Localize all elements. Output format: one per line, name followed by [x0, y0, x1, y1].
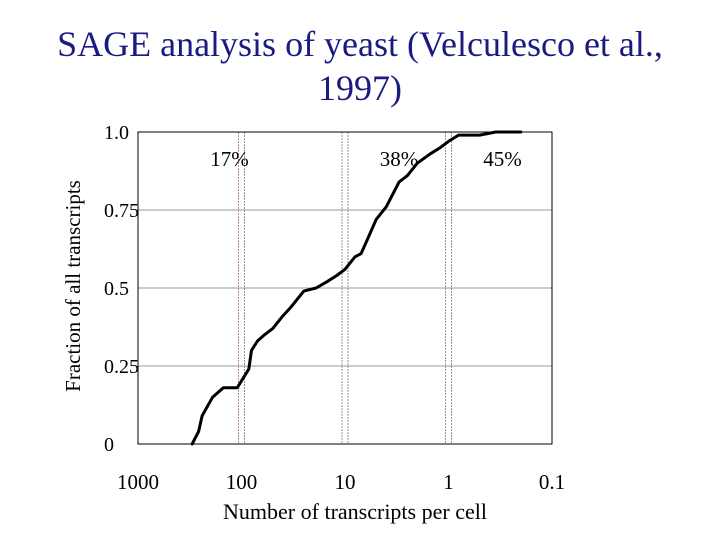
- plot-area-frame: [137, 131, 553, 445]
- x-tick-label: 1: [443, 470, 454, 494]
- series-line-0: [190, 130, 523, 446]
- x-tick-label: 10: [335, 470, 356, 494]
- y-tick-label: 1.0: [104, 122, 129, 144]
- x-axis-label: Number of transcripts per cell: [223, 499, 487, 524]
- y-tick-labels: 0 0.25 0.5 0.75 1.0: [104, 122, 139, 456]
- marker-38-label: 38%: [380, 147, 419, 171]
- marker-45-label: 45%: [483, 147, 522, 171]
- x-tick-label: 0.1: [539, 470, 565, 494]
- y-tick-label: 0.25: [104, 356, 139, 378]
- slide-title-line2: 1997): [318, 68, 402, 108]
- x-tick-labels: 1000 100 10 1 0.1: [117, 470, 565, 494]
- x-tick-label: 1000: [117, 470, 159, 494]
- slide-title: SAGE analysis of yeast (Velculesco et al…: [0, 22, 720, 110]
- marker-17-label: 17%: [210, 147, 249, 171]
- series-group: [190, 130, 523, 446]
- y-tick-label: 0.5: [104, 278, 129, 300]
- marker-labels: 17% 38% 45%: [210, 147, 522, 171]
- region-markers: [238, 132, 452, 444]
- horizontal-gridlines: [138, 209, 552, 367]
- slide-title-line1: SAGE analysis of yeast (Velculesco et al…: [57, 24, 663, 64]
- y-tick-label: 0.75: [104, 200, 139, 222]
- y-axis-label: Fraction of all transcripts: [61, 180, 85, 392]
- y-tick-label: 0: [104, 434, 114, 456]
- x-tick-label: 100: [226, 470, 258, 494]
